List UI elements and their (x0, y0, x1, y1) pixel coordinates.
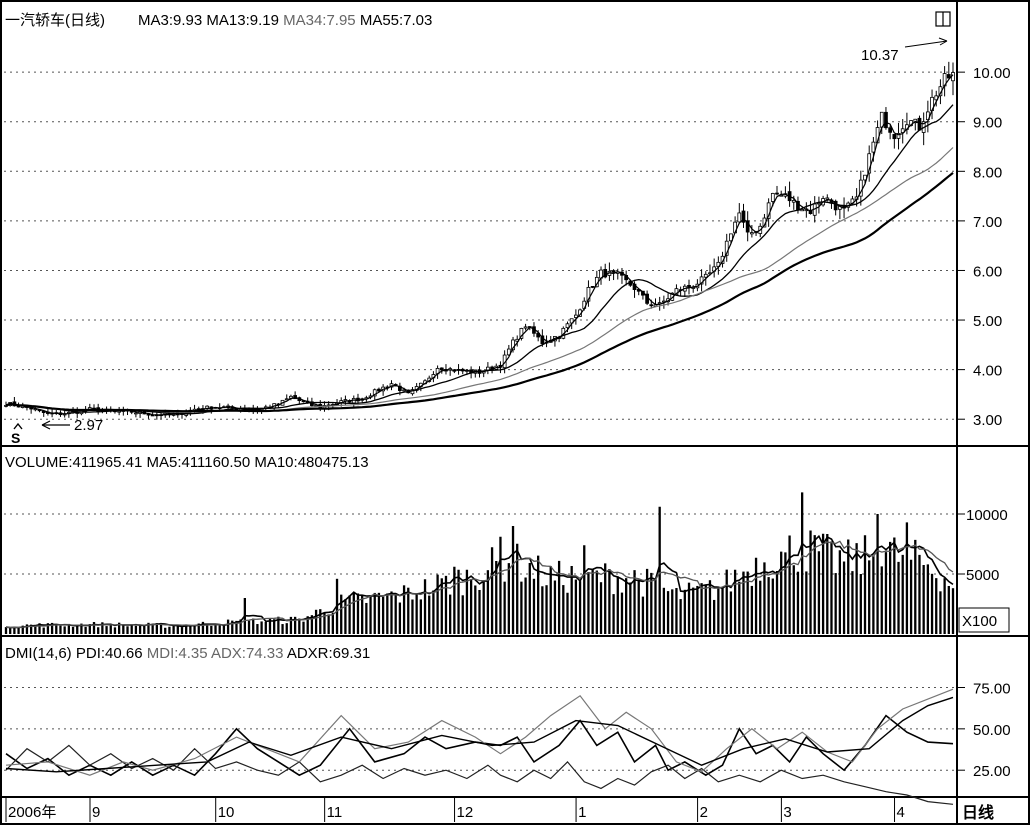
header-label-0: DMI(14,6) (5, 645, 72, 662)
window-toggle-icon[interactable] (935, 11, 951, 27)
price-candle (900, 119, 905, 144)
date-axis-label: 1 (578, 804, 586, 821)
price-candle (574, 309, 578, 325)
price-candle (699, 269, 704, 292)
date-axis-label: 10 (218, 804, 235, 821)
low-annotation: 2.97 (41, 417, 103, 434)
volume-ma5-line (5, 534, 954, 629)
price-candle (724, 233, 729, 262)
header-label-2: MA10:480475.13 (250, 454, 368, 471)
price-candle (892, 134, 897, 149)
header-label-3: MA55:7.03 (356, 12, 433, 29)
svg-text:2.97: 2.97 (74, 417, 103, 434)
price-tick-label: 5.00 (973, 313, 1002, 330)
price-tick-label: 8.00 (973, 164, 1002, 181)
date-axis-label: 12 (457, 804, 474, 821)
ma55-line (5, 172, 954, 413)
price-candle (284, 394, 289, 401)
price-candle (745, 211, 750, 242)
header-label-3: ADX:74.33 (208, 645, 284, 662)
price-candle (737, 203, 742, 223)
svg-text:X100: X100 (962, 613, 997, 630)
header-label-0: MA3:9.93 (138, 12, 202, 29)
date-axis: 2006年 9 10 11 12 1 2 3 4 (5, 797, 905, 822)
price-candle (775, 185, 779, 196)
ma13-line (5, 104, 954, 415)
price-candle (511, 336, 515, 353)
volume-tick-label: 10000 (966, 507, 1008, 524)
date-axis-label: 3 (783, 804, 791, 821)
volume-ma10-line (5, 540, 954, 629)
price-candle (833, 199, 838, 216)
header-label-1: PDI:40.66 (72, 645, 143, 662)
stock-name-label: 一汽轿车(日线) (5, 12, 105, 29)
date-axis-label: 9 (92, 804, 100, 821)
volume-unit-box: X100 (958, 607, 1010, 633)
price-candle (611, 269, 616, 281)
header-label-2: MDI:4.35 (143, 645, 208, 662)
price-tick-label: 3.00 (973, 412, 1002, 429)
period-label[interactable]: 日线 (962, 803, 994, 822)
price-panel: 3.00 4.00 5.00 6.00 7.00 8.00 9.00 10.00 一汽轿车(日… (4, 11, 1011, 446)
dmi-adxr-line (5, 696, 954, 773)
header-label-0: VOLUME:411965.41 (5, 454, 142, 471)
header-label-1: MA5:411160.50 (142, 454, 250, 471)
price-candle (888, 125, 893, 140)
price-candle (817, 196, 821, 214)
header-label-4: ADXR:69.31 (284, 645, 371, 662)
dmi-panel: 25.00 50.00 75.00 DMI(14,6) PDI:40.66 MDI:… (4, 645, 1011, 805)
dmi-adx-line (5, 688, 954, 776)
date-axis-label: 11 (327, 804, 343, 821)
svg-text:10.37: 10.37 (861, 47, 899, 64)
dmi-tick-label: 50.00 (973, 722, 1011, 739)
price-candle (523, 323, 528, 331)
date-axis-label: 2006年 (8, 804, 56, 821)
svg-text:DMI(14,6) PDI:40.66 MDI:4.35: DMI(14,6) PDI:40.66 MDI:4.35 ADX:74.33 A… (5, 645, 370, 662)
signal-s-marker: S (11, 422, 23, 446)
price-candle (884, 107, 888, 130)
price-tick-label: 7.00 (973, 214, 1002, 231)
price-candle (603, 263, 608, 279)
price-tick-label: 6.00 (973, 263, 1002, 280)
svg-text:S: S (11, 430, 20, 446)
price-candle (590, 286, 595, 289)
price-candle (741, 203, 746, 228)
svg-text:MA3:9.93 MA13:9.19 MA34:7.95: MA3:9.93 MA13:9.19 MA34:7.95 MA55:7.03 (138, 12, 432, 29)
dmi-tick-label: 25.00 (973, 763, 1011, 780)
price-candle (687, 279, 691, 295)
high-annotation: 10.37 (861, 37, 948, 64)
volume-tick-label: 5000 (966, 567, 999, 584)
price-tick-label: 4.00 (973, 363, 1002, 380)
header-label-1: MA13:9.19 (202, 12, 279, 29)
price-candle (750, 225, 754, 238)
price-candle (946, 61, 951, 79)
dmi-tick-label: 75.00 (973, 681, 1011, 698)
date-axis-label: 4 (897, 804, 905, 821)
svg-text:VOLUME:411965.41 MA5:411160.5: VOLUME:411965.41 MA5:411160.50 MA10:4804… (5, 454, 369, 471)
price-candle (519, 327, 524, 341)
dmi-mdi-line (5, 744, 954, 805)
price-candle (506, 344, 511, 357)
price-candle (586, 280, 591, 307)
dmi-pdi-line (5, 714, 954, 777)
price-candle (896, 122, 901, 150)
price-tick-label: 10.00 (973, 65, 1011, 82)
header-label-2: MA34:7.95 (279, 12, 356, 29)
date-axis-label: 2 (700, 804, 708, 821)
volume-panel: 5000 10000 VOLUME:411965.41 MA5:411160.50… (4, 454, 1010, 634)
price-tick-label: 9.00 (973, 115, 1002, 132)
